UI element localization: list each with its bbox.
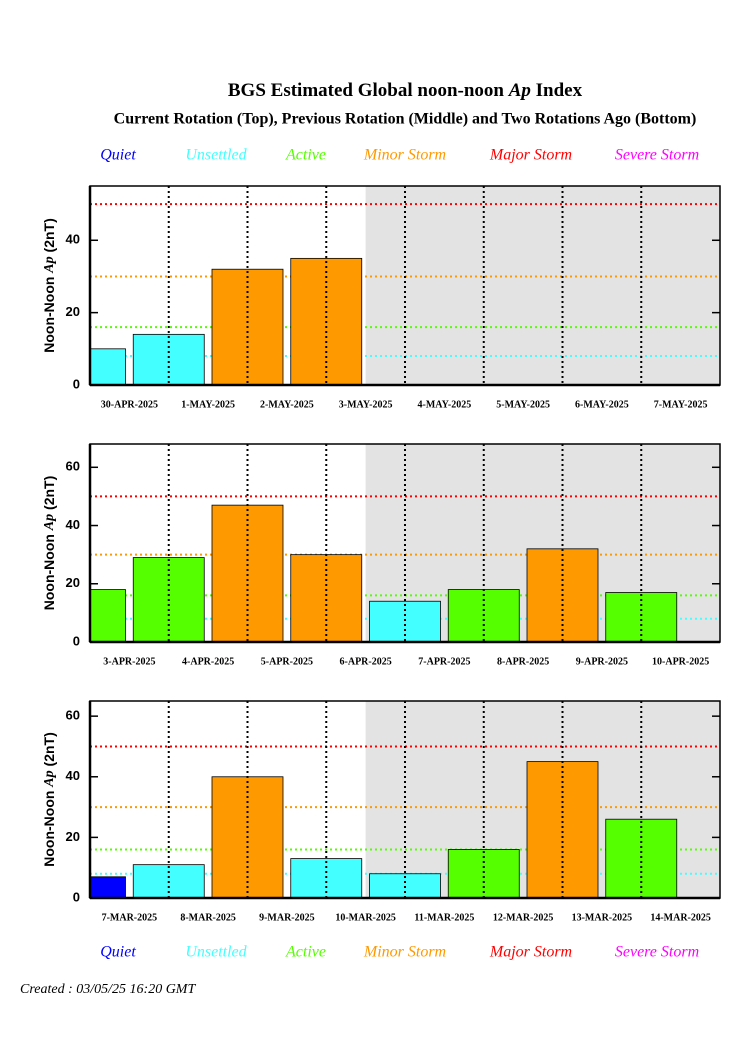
x-tick-label: 3-APR-2025: [103, 656, 155, 667]
y-axis-label: Noon-Noon Ap (2nT): [41, 732, 58, 867]
title-italic: Ap: [508, 80, 531, 101]
x-tick-label: 7-APR-2025: [418, 656, 470, 667]
legend-entry: Severe Storm: [615, 147, 699, 164]
bar: [526, 761, 599, 899]
x-tick-label: 7-MAY-2025: [654, 399, 708, 410]
y-tick-label: 60: [66, 708, 80, 723]
x-tick-label: 9-APR-2025: [576, 656, 628, 667]
legend-entry: Major Storm: [489, 147, 572, 164]
bar: [290, 554, 363, 643]
legend-entry: Active: [285, 944, 326, 961]
y-axis-label-part: Noon-Noon: [41, 277, 57, 353]
bar: [89, 348, 126, 386]
x-tick-label: 9-MAR-2025: [259, 912, 315, 923]
legend-entry: Active: [285, 147, 326, 164]
bar: [89, 876, 126, 899]
x-tick-label: 10-MAR-2025: [335, 912, 396, 923]
legend-entry: Unsettled: [185, 944, 247, 961]
bar: [89, 589, 126, 643]
x-tick-label: 1-MAY-2025: [181, 399, 235, 410]
legend-entry: Minor Storm: [363, 944, 446, 961]
y-tick-label: 20: [66, 829, 80, 844]
x-tick-label: 2-MAY-2025: [260, 399, 314, 410]
y-axis-label-part: Ap: [42, 770, 57, 787]
title-text: BGS Estimated Global noon-noon: [228, 80, 505, 101]
y-axis-label-part: (2nT): [41, 218, 57, 252]
y-axis-label: Noon-Noon Ap (2nT): [41, 218, 58, 353]
y-axis-label-part: (2nT): [41, 476, 57, 510]
x-tick-label: 30-APR-2025: [101, 399, 158, 410]
title-text: Index: [536, 80, 583, 101]
x-tick-label: 6-APR-2025: [340, 656, 392, 667]
x-tick-label: 6-MAY-2025: [575, 399, 629, 410]
x-tick-label: 4-APR-2025: [182, 656, 234, 667]
footer: Created : 03/05/25 16:20 GMT: [20, 982, 196, 997]
x-tick-label: 8-MAR-2025: [180, 912, 236, 923]
legend-entry: Quiet: [100, 944, 136, 961]
x-tick-label: 11-MAR-2025: [414, 912, 474, 923]
y-axis-label-part: (2nT): [41, 732, 57, 766]
x-tick-label: 14-MAR-2025: [650, 912, 711, 923]
y-axis-label-part: Noon-Noon: [41, 791, 57, 867]
y-tick-label: 0: [73, 376, 80, 391]
subtitle: Current Rotation (Top), Previous Rotatio…: [114, 111, 697, 128]
x-tick-label: 12-MAR-2025: [493, 912, 554, 923]
y-axis-label-part: Ap: [42, 256, 57, 273]
y-tick-label: 0: [73, 889, 80, 904]
y-tick-label: 20: [66, 304, 80, 319]
x-tick-label: 10-APR-2025: [652, 656, 709, 667]
y-tick-label: 40: [66, 768, 80, 783]
y-axis-label-part: Noon-Noon: [41, 534, 57, 610]
y-axis-label-part: Ap: [42, 514, 57, 531]
x-tick-label: 8-APR-2025: [497, 656, 549, 667]
x-tick-label: 3-MAY-2025: [339, 399, 393, 410]
legend-entry: Unsettled: [185, 147, 247, 164]
legend-entry: Quiet: [100, 147, 136, 164]
y-tick-label: 0: [73, 633, 80, 648]
y-tick-label: 40: [66, 517, 80, 532]
x-tick-label: 13-MAR-2025: [572, 912, 633, 923]
legend-entry: Severe Storm: [615, 944, 699, 961]
x-tick-label: 5-APR-2025: [261, 656, 313, 667]
y-axis-label: Noon-Noon Ap (2nT): [41, 476, 58, 611]
title: BGS Estimated Global noon-noon Ap Index: [228, 80, 583, 101]
legend-entry: Minor Storm: [363, 147, 446, 164]
x-tick-label: 5-MAY-2025: [496, 399, 550, 410]
x-tick-label: 7-MAR-2025: [102, 912, 158, 923]
future-shade: [365, 186, 720, 385]
y-tick-label: 60: [66, 459, 80, 474]
legend-entry: Major Storm: [489, 944, 572, 961]
y-tick-label: 40: [66, 232, 80, 247]
y-tick-label: 20: [66, 575, 80, 590]
x-tick-label: 4-MAY-2025: [418, 399, 472, 410]
